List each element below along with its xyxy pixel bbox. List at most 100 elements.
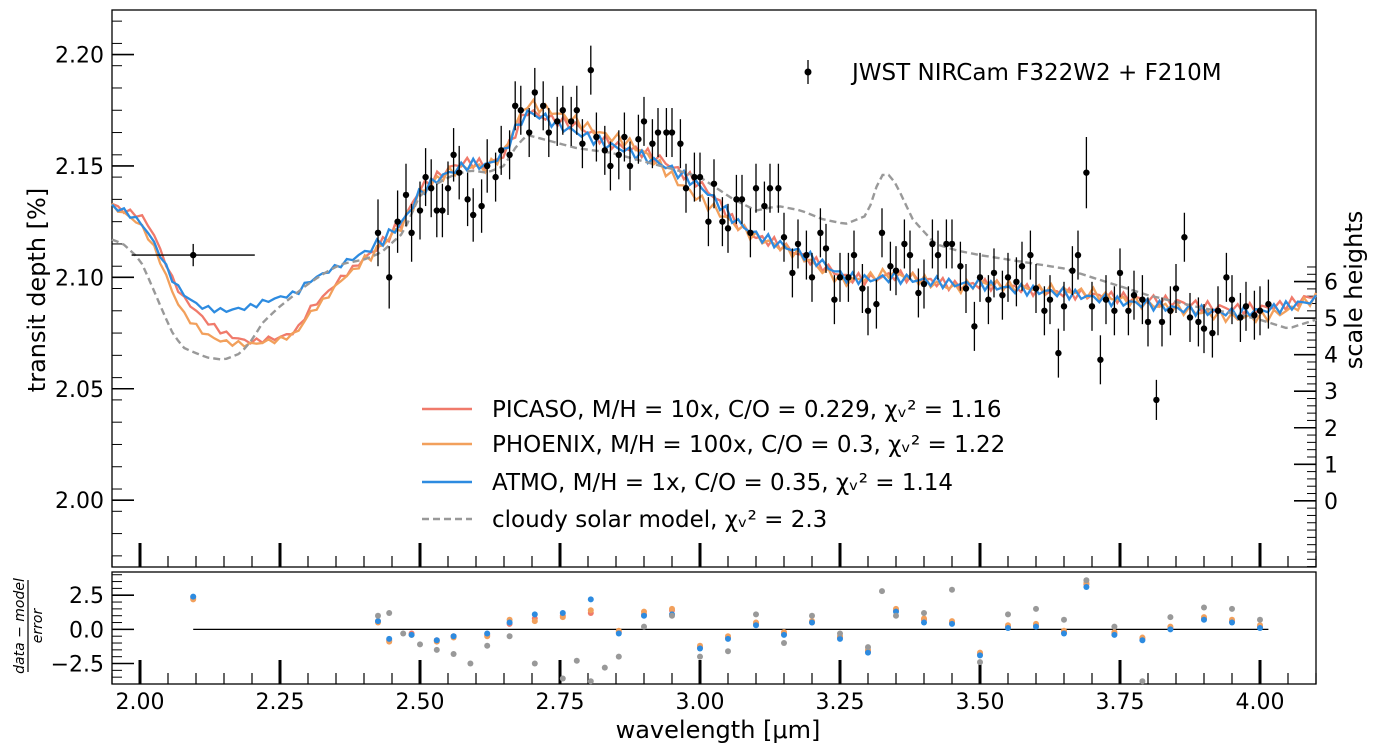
residual-point-2: [781, 631, 787, 638]
data-point: [733, 196, 740, 203]
data-point: [822, 245, 830, 252]
data-point: [817, 229, 824, 236]
data-point: [752, 185, 760, 192]
data-point: [850, 251, 858, 259]
data-point: [845, 274, 852, 281]
data-point: [1144, 318, 1152, 326]
residual-point-3: [615, 653, 622, 660]
data-point: [663, 129, 670, 136]
x-tick-label: 4.00: [1236, 690, 1285, 715]
data-point: [962, 285, 970, 292]
residual-point-2: [386, 635, 393, 642]
data-point: [1046, 296, 1054, 303]
residual-point-1: [531, 618, 538, 625]
data-point: [990, 269, 998, 277]
model-line-3: [111, 133, 1317, 361]
x-tick-label: 3.50: [956, 690, 1005, 715]
residual-point-2: [531, 611, 538, 618]
data-point: [1060, 303, 1068, 310]
x-tick-label: 2.50: [396, 690, 445, 715]
data-point: [649, 140, 656, 147]
data-point: [512, 102, 519, 110]
residual-panel: −2.5 0.0 2.5 2.00 2.25 2.50 2.75 3.00 3.25 3.50 3.…: [51, 571, 1317, 715]
data-point: [677, 140, 684, 147]
residual-point-2: [1257, 625, 1263, 631]
right-tick-label: 4: [1324, 344, 1338, 369]
data-point: [948, 240, 956, 248]
y-tick-label: 2.05: [55, 378, 104, 403]
residual-point-3: [484, 642, 491, 649]
residual-point-3: [697, 653, 703, 660]
right-tick-label: 6: [1324, 271, 1338, 296]
residual-point-2: [1229, 619, 1235, 626]
residual-point-2: [753, 622, 759, 629]
data-point: [892, 267, 900, 274]
residual-point-3: [467, 660, 474, 667]
data-point: [559, 107, 566, 114]
residual-point-3: [450, 650, 457, 657]
data-point: [593, 133, 600, 141]
res-y-tick-label: 2.5: [69, 584, 104, 609]
right-tick-label: 0: [1324, 490, 1338, 515]
data-point: [416, 207, 424, 214]
data-point: [682, 185, 690, 192]
data-point: [386, 274, 393, 281]
x-tick-label: 2.75: [536, 690, 585, 715]
data-point: [691, 173, 698, 181]
residual-point-3: [669, 612, 675, 619]
data-point: [1223, 274, 1230, 281]
residual-point-3: [506, 633, 513, 640]
data-point: [573, 107, 580, 114]
residual-point-3: [977, 659, 983, 666]
data-point: [929, 240, 936, 248]
data-point: [374, 229, 382, 236]
residual-point-3: [375, 612, 381, 619]
data-point: [780, 234, 788, 241]
data-point: [601, 147, 608, 154]
data-point: [1125, 307, 1132, 314]
data-point: [1256, 307, 1264, 314]
data-point: [428, 185, 435, 192]
residual-point-2: [921, 619, 927, 626]
data-point: [887, 263, 894, 270]
data-point: [190, 251, 197, 259]
data-point: [1242, 303, 1250, 310]
data-point: [1004, 274, 1012, 281]
right-tick-label: 3: [1324, 380, 1338, 405]
y-axis-label: transit depth [%]: [23, 188, 51, 392]
data-point: [971, 323, 978, 330]
x-tick-label: 3.00: [676, 690, 725, 715]
residual-point-2: [1033, 623, 1039, 630]
y-tick-label: 2.00: [55, 489, 104, 514]
residual-point-2: [1061, 630, 1067, 637]
res-y-tick-label: 0.0: [69, 618, 104, 643]
data-point: [957, 263, 964, 270]
data-point: [999, 291, 1006, 299]
residual-point-3: [1111, 623, 1118, 630]
residual-point-3: [921, 609, 927, 616]
data-point: [1041, 307, 1048, 314]
legend-label-picaso: PICASO, M/H = 10x, C/O = 0.229, χᵥ² = 1.…: [492, 397, 1002, 423]
data-point: [985, 296, 992, 303]
data-point: [696, 173, 704, 181]
data-point: [1069, 267, 1076, 274]
residual-point-3: [1139, 678, 1146, 685]
data-point: [747, 229, 754, 236]
residual-point-2: [484, 630, 491, 637]
residual-point-2: [433, 637, 440, 644]
data-point: [1130, 291, 1138, 299]
residual-point-3: [386, 609, 393, 616]
residual-point-3: [573, 657, 580, 664]
data-point: [710, 180, 718, 187]
residual-point-2: [506, 619, 513, 626]
residual-point-3: [1083, 577, 1090, 584]
residual-point-3: [1201, 604, 1207, 611]
x-axis-label: wavelength [μm]: [616, 716, 821, 744]
data-point: [545, 129, 552, 136]
data-point: [976, 274, 984, 281]
data-point: [1013, 278, 1020, 286]
data-point: [906, 251, 914, 259]
residual-point-2: [1083, 584, 1090, 591]
data-point: [484, 162, 491, 170]
residual-point-3: [809, 612, 815, 619]
